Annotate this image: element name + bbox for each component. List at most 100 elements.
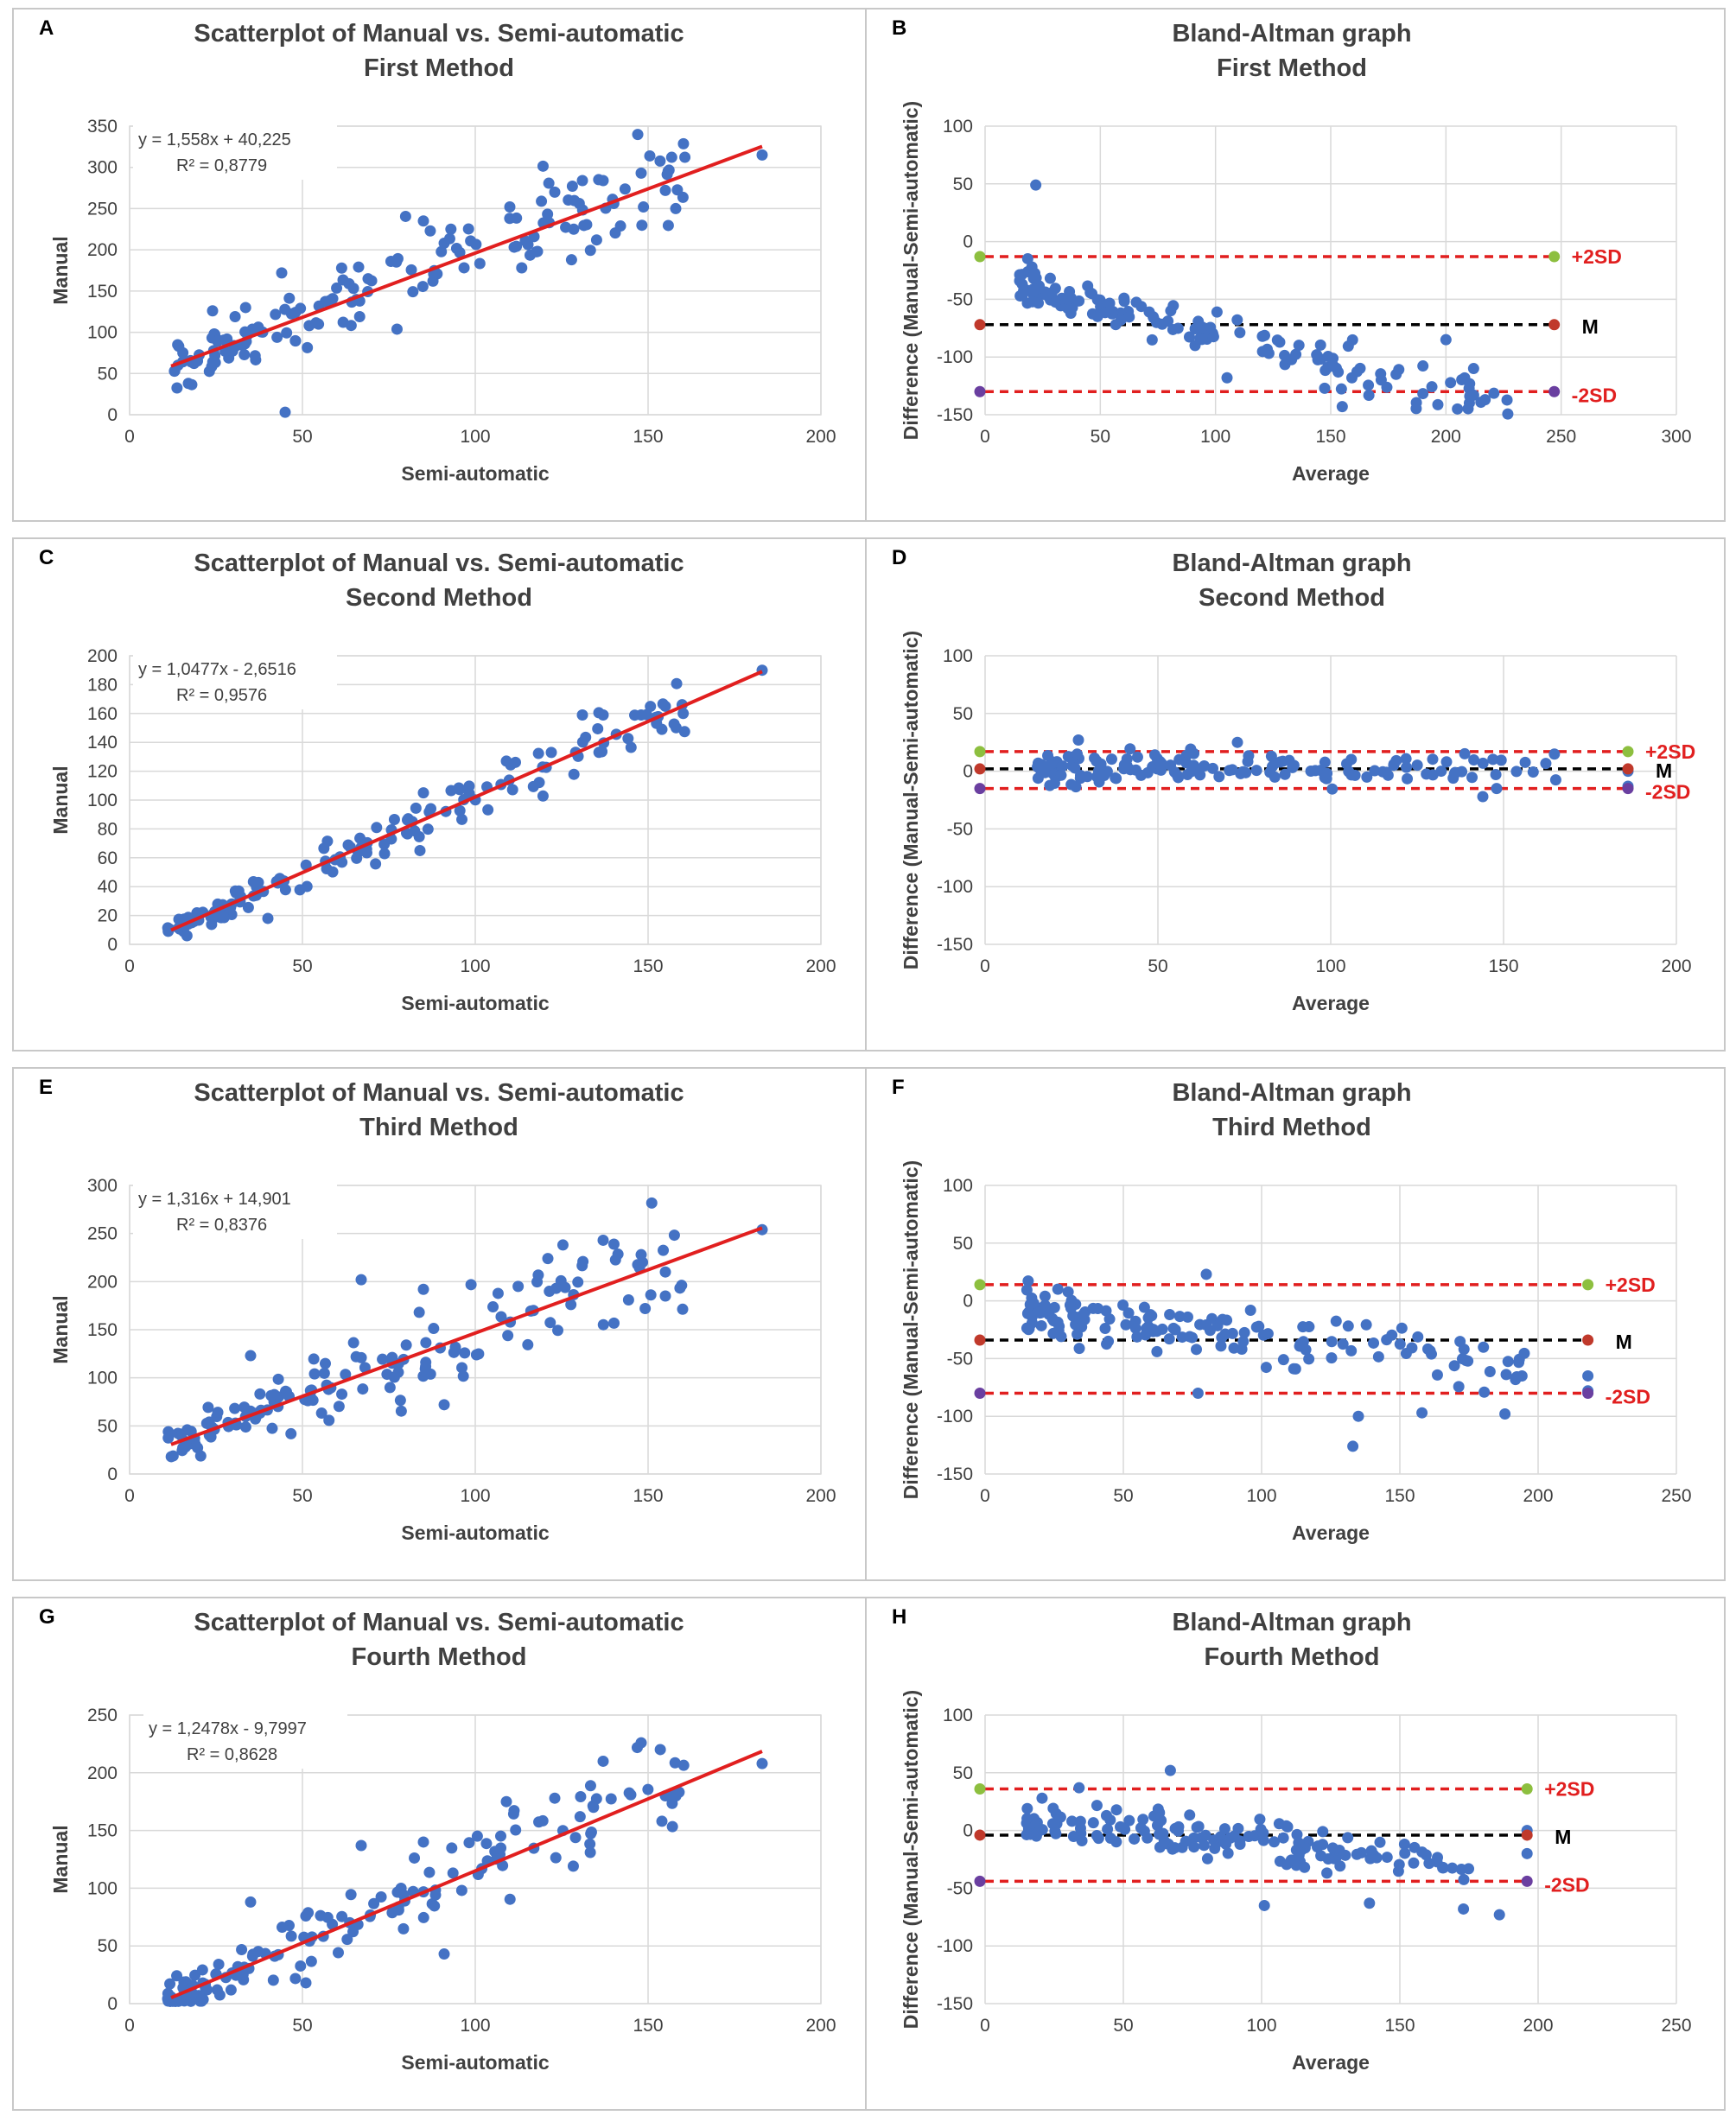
y-tick-label: 150 <box>87 282 118 302</box>
data-point <box>1244 1304 1256 1316</box>
data-point <box>417 215 429 227</box>
data-point <box>1033 1825 1046 1837</box>
data-point <box>246 1950 258 1962</box>
data-point <box>1458 1903 1470 1915</box>
data-point <box>1402 772 1414 785</box>
data-point <box>1029 267 1041 279</box>
data-point <box>394 1395 406 1407</box>
lower-sd-marker-start <box>974 783 986 795</box>
data-point <box>533 1816 545 1828</box>
x-tick-label: 100 <box>1200 427 1230 447</box>
data-point <box>445 223 457 235</box>
x-tick-label: 250 <box>1661 1486 1691 1506</box>
data-point <box>565 1299 577 1311</box>
data-point <box>242 901 254 913</box>
data-point <box>1277 1832 1289 1844</box>
data-point <box>366 275 378 287</box>
data-point <box>1071 748 1084 760</box>
data-point <box>163 923 175 935</box>
panel-f: F Bland-Altman graph Third Method 0 50 100 150… <box>865 1067 1726 1581</box>
y-tick-label: 160 <box>87 704 118 724</box>
data-point <box>1478 1386 1491 1398</box>
data-point <box>508 241 520 253</box>
mean-label: M <box>1582 315 1599 338</box>
data-point <box>279 884 291 896</box>
data-point <box>375 1890 387 1903</box>
data-point <box>1067 1831 1079 1843</box>
mean-label: M <box>1555 1826 1571 1848</box>
x-tick-label: 0 <box>980 956 990 976</box>
chart-title: Scatterplot of Manual vs. Semi-automatic <box>194 20 684 48</box>
data-point <box>1330 1315 1342 1327</box>
y-tick-label: 0 <box>107 935 118 955</box>
x-tick-label: 150 <box>633 2016 663 2036</box>
data-point <box>1130 296 1142 308</box>
data-point <box>308 1368 321 1380</box>
y-axis-title: Difference (Manual-Semi-automatic) <box>900 631 922 969</box>
data-point <box>1163 1333 1175 1345</box>
data-point <box>1495 754 1507 766</box>
upper-sd-marker-start <box>974 746 986 758</box>
x-tick-label: 200 <box>1523 1486 1553 1506</box>
chart-title: Scatterplot of Manual vs. Semi-automatic <box>194 550 684 577</box>
panel-frame <box>865 537 1726 1051</box>
x-tick-label: 100 <box>1315 956 1345 976</box>
data-point <box>1209 1842 1221 1854</box>
data-point <box>597 1755 609 1767</box>
data-point <box>1394 1338 1406 1350</box>
data-point <box>1172 770 1184 782</box>
data-point <box>1490 769 1502 781</box>
data-point <box>1103 297 1116 309</box>
data-point <box>1226 1327 1238 1339</box>
x-axis-title: Average <box>1292 1522 1370 1544</box>
regression-equation: y = 1,0477x - 2,6516 <box>138 660 296 679</box>
data-point <box>1236 1344 1248 1356</box>
x-tick-label: 0 <box>124 1486 135 1506</box>
panel-g: G Scatterplot of Manual vs. Semi-automati… <box>12 1597 867 2111</box>
data-point <box>1167 323 1179 335</box>
data-point <box>492 1287 504 1299</box>
data-point <box>327 866 339 878</box>
data-point <box>506 784 518 796</box>
data-point <box>645 1197 658 1209</box>
data-point <box>1180 757 1192 769</box>
data-point <box>1022 1275 1034 1287</box>
data-point <box>1049 283 1061 295</box>
x-tick-label: 50 <box>1091 427 1110 447</box>
data-point <box>1372 1350 1384 1363</box>
y-tick-label: 120 <box>87 762 118 782</box>
data-point <box>592 722 604 734</box>
data-point <box>1165 759 1177 772</box>
data-point <box>1484 1365 1496 1377</box>
chart-subtitle: Fourth Method <box>352 1643 527 1671</box>
data-point <box>238 1401 251 1414</box>
x-tick-label: 100 <box>460 427 490 447</box>
x-tick-label: 100 <box>460 2016 490 2036</box>
x-tick-label: 150 <box>1384 1486 1415 1506</box>
mean-marker-start <box>974 319 986 331</box>
data-point <box>167 1450 179 1462</box>
data-point <box>1334 1860 1346 1872</box>
data-point <box>1069 762 1081 774</box>
r-squared: R² = 0,8628 <box>187 1745 277 1764</box>
x-tick-label: 150 <box>1315 427 1345 447</box>
data-point <box>1036 1792 1048 1804</box>
data-point <box>327 293 339 305</box>
x-tick-label: 200 <box>805 427 836 447</box>
lower-sd-marker-start <box>974 1875 986 1887</box>
data-point <box>1345 753 1358 766</box>
data-point <box>656 1815 668 1827</box>
data-point <box>395 1405 407 1417</box>
data-point <box>1138 1825 1150 1837</box>
mean-marker-end <box>1582 1334 1594 1346</box>
x-tick-label: 0 <box>124 2016 135 2036</box>
data-point <box>1440 334 1452 346</box>
data-point <box>508 1805 520 1817</box>
r-squared: R² = 0,8376 <box>176 1216 267 1235</box>
data-point <box>1091 771 1103 783</box>
x-axis-title: Semi-automatic <box>401 2051 549 2074</box>
data-point <box>417 787 429 799</box>
data-point <box>289 335 302 347</box>
panel-label: F <box>892 1076 905 1099</box>
data-point <box>567 1860 579 1872</box>
